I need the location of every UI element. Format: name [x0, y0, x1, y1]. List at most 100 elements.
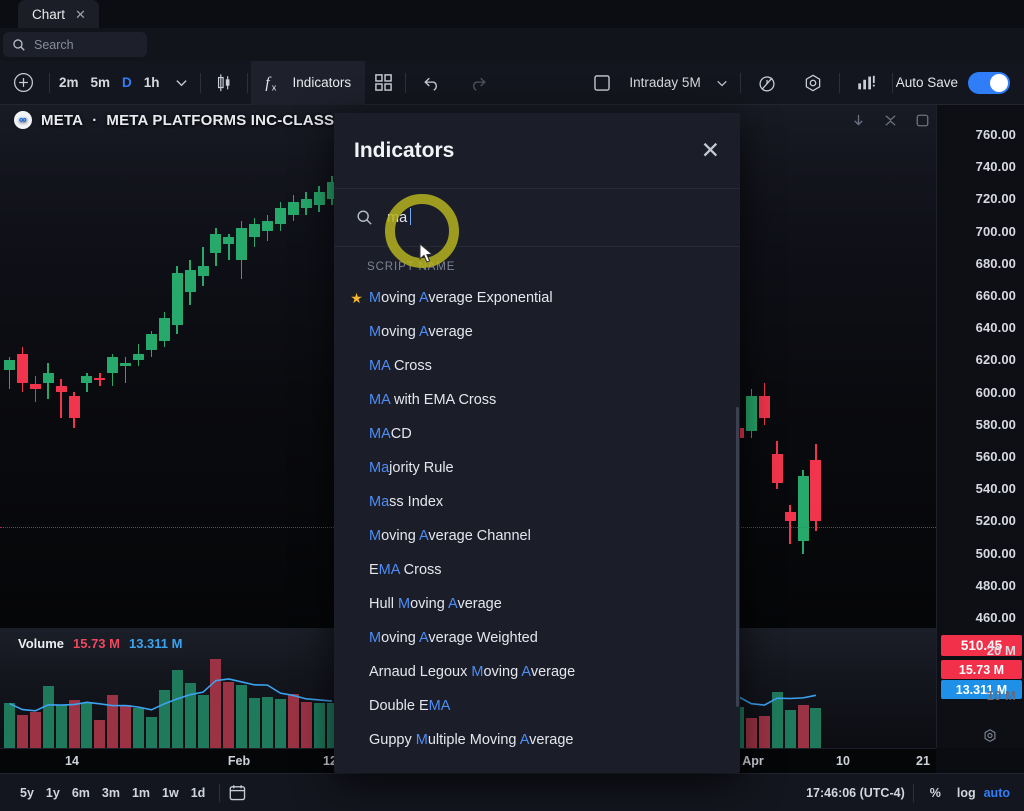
range-button-1m[interactable]: 1m — [131, 785, 151, 800]
alert-clock-icon — [759, 75, 775, 91]
svg-text:f: f — [265, 74, 272, 91]
indicator-name: Arnaud Legoux Moving Average — [369, 664, 576, 680]
dialog-header: Indicators ✕ — [334, 113, 740, 189]
volume-axis-top-label: 20 M — [986, 643, 1016, 658]
price-axis-label: 580.00 — [975, 416, 1016, 432]
candle-body — [236, 227, 248, 260]
stats-button[interactable] — [843, 61, 889, 105]
volume-bar — [210, 658, 222, 748]
chevron-down-icon — [175, 80, 187, 87]
indicator-list-item[interactable]: MA with EMA Cross — [334, 383, 740, 417]
indicator-list-item[interactable]: Majority Rule — [334, 451, 740, 485]
divider — [405, 72, 407, 93]
indicator-list-item[interactable]: Mass Index — [334, 485, 740, 519]
volume-ma-polyline — [738, 694, 817, 706]
price-axis-label: 680.00 — [975, 255, 1016, 271]
undo-button[interactable] — [409, 61, 455, 105]
replay-label: Intraday 5M — [629, 75, 701, 90]
fullscreen-icon[interactable] — [915, 113, 930, 128]
autosave-toggle[interactable] — [968, 71, 1010, 94]
symbol-separator: · — [92, 111, 98, 129]
indicator-list-item[interactable]: EMA Cross — [334, 553, 740, 587]
timeframe-more-button[interactable] — [166, 61, 197, 105]
candle-wick — [124, 356, 127, 383]
indicator-name: Double EMA — [369, 698, 451, 714]
symbol-header[interactable]: ∞ META · META PLATFORMS INC-CLASS A · — [14, 111, 363, 129]
price-axis-label: 560.00 — [975, 449, 1016, 464]
auto-scale-button[interactable]: auto — [983, 785, 1010, 800]
indicator-name: MA with EMA Cross — [369, 392, 497, 408]
range-button-1w[interactable]: 1w — [162, 785, 179, 800]
range-button-3m[interactable]: 3m — [101, 785, 120, 800]
candle-body — [262, 221, 273, 231]
download-icon[interactable] — [851, 113, 866, 128]
indicator-list-item[interactable]: MA Cross — [334, 349, 740, 383]
price-axis-label: 700.00 — [975, 223, 1016, 239]
indicator-name: EMA Cross — [369, 562, 442, 578]
volume-legend[interactable]: Volume 15.73 M 13.311 M — [12, 635, 189, 652]
indicator-list-item[interactable]: ★ Moving Average Exponential — [334, 281, 740, 315]
calendar-icon[interactable] — [228, 783, 247, 802]
percent-scale-button[interactable]: % — [929, 785, 941, 800]
dialog-close-icon[interactable]: ✕ — [700, 137, 720, 163]
log-scale-button[interactable]: log — [956, 785, 976, 800]
indicator-list-item[interactable]: Moving Average — [334, 315, 740, 349]
tab-chart[interactable]: Chart ✕ — [18, 0, 99, 28]
candle-body — [745, 395, 757, 432]
replay-selector[interactable]: Intraday 5M — [620, 61, 736, 105]
chart-style-button[interactable] — [204, 61, 244, 105]
volume-bar — [29, 712, 41, 748]
timeframe-1h[interactable]: 1h — [143, 75, 160, 90]
indicator-name: Moving Average Exponential — [369, 290, 553, 306]
search-input[interactable]: Search — [3, 32, 147, 57]
time-axis-label: 10 — [836, 754, 850, 768]
volume-bar — [81, 703, 93, 748]
timeframe-d[interactable]: D — [122, 75, 132, 90]
indicators-button[interactable]: f x Indicators — [250, 60, 366, 105]
volume-bar — [171, 670, 183, 748]
dialog-scrollbar[interactable] — [736, 407, 739, 707]
add-symbol-button[interactable] — [0, 61, 46, 105]
plus-circle-icon — [13, 73, 33, 92]
price-axis-label: 460.00 — [975, 610, 1016, 625]
collapse-icon[interactable] — [883, 113, 898, 128]
range-button-1y[interactable]: 1y — [45, 785, 60, 800]
range-button-5y[interactable]: 5y — [20, 785, 34, 800]
tab-close-icon[interactable]: ✕ — [75, 6, 86, 22]
templates-button[interactable] — [365, 61, 402, 105]
layout-button[interactable] — [584, 61, 620, 105]
indicator-list-item[interactable]: Double EMA — [334, 689, 740, 723]
divider — [838, 72, 840, 93]
range-button-1d[interactable]: 1d — [190, 785, 206, 800]
symbol-ticker: META — [41, 111, 84, 129]
candle-body — [68, 395, 80, 419]
range-button-6m[interactable]: 6m — [71, 785, 90, 800]
indicator-list-item[interactable]: Moving Average Channel — [334, 519, 740, 553]
volume-bar — [94, 719, 106, 748]
alert-button[interactable] — [744, 61, 790, 105]
volume-bar — [55, 705, 67, 748]
indicator-list-item[interactable]: Moving Average Weighted — [334, 621, 740, 655]
target-button[interactable] — [790, 61, 836, 105]
timeframe-2m[interactable]: 2m — [59, 75, 79, 90]
gear-icon[interactable] — [982, 728, 998, 744]
tab-strip: Chart ✕ — [0, 0, 1024, 28]
hexagon-target-icon — [805, 74, 820, 91]
search-icon — [357, 210, 372, 225]
volume-bar — [4, 702, 15, 748]
autosave-label: Auto Save — [895, 75, 958, 90]
indicator-list-item[interactable]: Guppy Multiple Moving Average — [334, 723, 740, 757]
indicator-list-item[interactable]: Hull Moving Average — [334, 587, 740, 621]
redo-button[interactable] — [455, 61, 501, 105]
indicator-list-item[interactable]: Arnaud Legoux Moving Average — [334, 655, 740, 689]
price-axis[interactable]: 760.00 740.00 720.00 700.00 680.00 660.00 640.… — [936, 105, 1024, 748]
indicators-label: Indicators — [292, 75, 352, 90]
indicator-list-item[interactable]: MACD — [334, 417, 740, 451]
candle-body — [300, 198, 312, 209]
favorite-star-icon[interactable]: ★ — [350, 289, 363, 306]
candle-body — [313, 192, 325, 206]
chevron-down-icon — [716, 80, 727, 86]
volume-bar — [771, 691, 783, 748]
timeframe-5m[interactable]: 5m — [90, 75, 111, 90]
volume-value-red: 15.73 M — [73, 636, 120, 651]
